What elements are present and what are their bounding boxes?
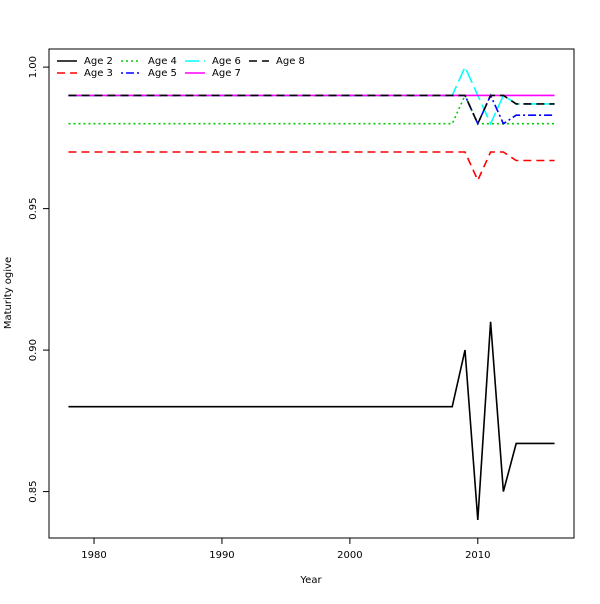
- legend-label: Age 5: [148, 68, 177, 79]
- x-tick-label: 2010: [465, 550, 490, 561]
- series-line: [68, 93, 555, 126]
- legend-label: Age 6: [212, 56, 241, 67]
- y-tick-label: 0.90: [28, 339, 39, 361]
- x-axis-label: Year: [299, 575, 322, 586]
- series-line: [68, 151, 555, 183]
- series-line: [68, 94, 555, 126]
- series-line: [68, 321, 555, 520]
- legend-label: Age 8: [276, 56, 305, 67]
- y-tick-label: 0.85: [28, 480, 39, 502]
- legend-label: Age 7: [212, 68, 241, 79]
- x-tick-label: 1980: [81, 550, 106, 561]
- y-axis-label: Maturity ogive: [3, 257, 14, 329]
- y-tick-label: 0.95: [28, 197, 39, 219]
- y-tick-label: 1.00: [28, 56, 39, 78]
- x-tick-label: 1990: [209, 550, 234, 561]
- series-line: [68, 93, 555, 125]
- legend-label: Age 2: [84, 56, 113, 67]
- plot-frame: [48, 48, 575, 539]
- legend-label: Age 4: [148, 56, 177, 67]
- x-tick-label: 2000: [337, 550, 362, 561]
- legend-label: Age 3: [84, 68, 113, 79]
